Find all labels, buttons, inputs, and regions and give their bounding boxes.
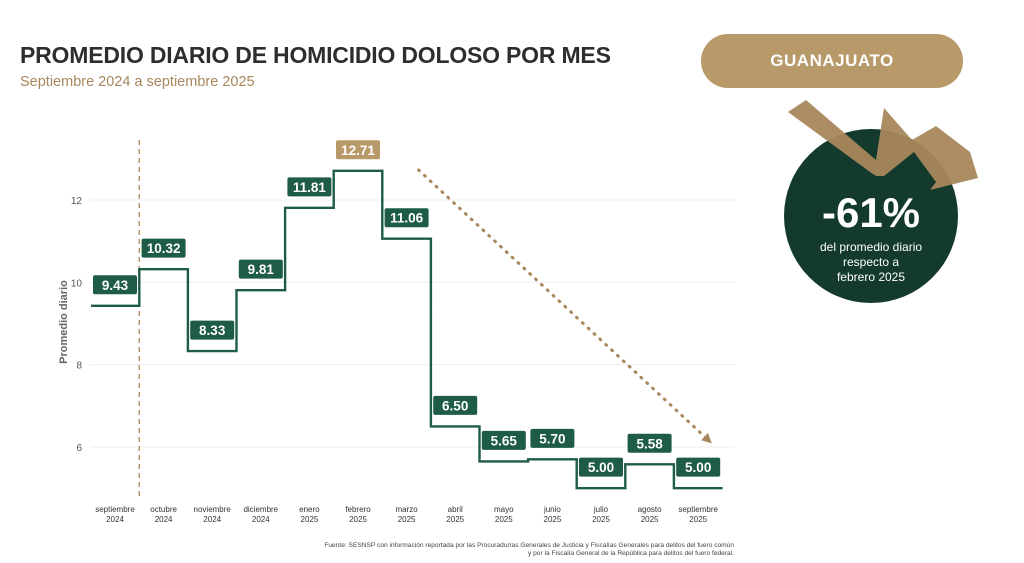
value-label-box	[433, 395, 478, 415]
x-tick-label: enero 2025	[299, 505, 320, 524]
value-label: 6.50	[433, 395, 478, 415]
y-tick-label: 10	[71, 278, 83, 289]
value-label-text: 5.70	[539, 431, 565, 446]
value-label: 11.81	[287, 177, 332, 197]
value-label-text: 5.58	[636, 436, 663, 451]
y-grid	[90, 199, 735, 448]
x-tick-label: julio 2025	[592, 505, 610, 524]
step-line	[91, 169, 723, 490]
value-label: 9.81	[238, 259, 283, 279]
x-tick-label: agosto 2025	[638, 505, 663, 524]
y-tick-label: 6	[76, 443, 82, 454]
y-axis-label: Promedio diario	[58, 280, 70, 364]
callout-line-1: del promedio diario	[820, 240, 922, 254]
value-label: 5.58	[627, 433, 672, 453]
x-tick-label: noviembre 2024	[194, 505, 232, 524]
value-label: 5.65	[481, 430, 526, 450]
value-label-box	[627, 433, 672, 453]
source-line-2: y por la Fiscalía General de la Repúblic…	[528, 550, 734, 557]
value-label-box	[141, 238, 186, 258]
y-tick-label: 12	[71, 196, 83, 207]
value-label-box	[287, 177, 332, 197]
value-label-box	[190, 320, 235, 340]
y-axis-ticks: 6 8 10 12	[71, 196, 83, 454]
source-line-1: Fuente: SESNSP con información reportada…	[324, 542, 734, 549]
value-label: 12.71	[336, 140, 380, 160]
value-label-box	[93, 275, 137, 295]
value-label-text: 8.33	[199, 323, 226, 338]
x-tick-label: septiembre 2025	[678, 505, 718, 524]
value-label: 8.33	[190, 320, 235, 340]
callout-circle	[784, 129, 958, 303]
callout-value: -61%	[822, 189, 920, 236]
value-label-text: 9.81	[248, 262, 275, 277]
x-tick-label: septiembre 2024	[95, 505, 135, 524]
page-title: PROMEDIO DIARIO DE HOMICIDIO DOLOSO POR …	[20, 42, 611, 68]
trend-arrow	[417, 168, 712, 444]
x-tick-label: diciembre 2024	[243, 505, 278, 524]
value-label-box	[238, 259, 283, 279]
x-tick-label: junio 2025	[543, 505, 562, 524]
value-label: 5.00	[579, 457, 623, 477]
value-label: 5.00	[676, 457, 721, 477]
value-label-text: 11.06	[390, 211, 424, 226]
x-tick-label: mayo 2025	[494, 505, 514, 524]
callout-line-3: febrero 2025	[837, 270, 905, 284]
value-label-text: 6.50	[442, 398, 468, 413]
value-label: 11.06	[384, 208, 429, 228]
step-series	[91, 169, 723, 490]
x-tick-label: octubre 2024	[150, 505, 177, 524]
value-label-box	[530, 428, 575, 448]
source-note: Fuente: SESNSP con información reportada…	[214, 542, 734, 558]
value-label: 10.32	[141, 238, 186, 258]
decline-arrow-icon	[788, 100, 978, 190]
value-label-box	[481, 430, 526, 450]
x-tick-label: abril 2025	[446, 505, 464, 524]
callout-line-2: respecto a	[843, 255, 899, 269]
value-label-text: 5.65	[491, 433, 518, 448]
value-labels: 9.43 10.32 8.33 9.81 11.81 12.71 11.06 6.50 5.65…	[93, 140, 721, 477]
value-label-box	[676, 457, 721, 477]
value-label-text: 12.71	[341, 143, 375, 158]
x-tick-label: febrero 2025	[345, 505, 371, 524]
trend-dotted-line	[417, 168, 712, 444]
page-subtitle: Septiembre 2024 a septiembre 2025	[20, 74, 255, 90]
value-label-box	[336, 140, 380, 160]
value-label-box	[384, 208, 429, 228]
value-label-text: 5.00	[685, 460, 711, 475]
value-label: 9.43	[93, 275, 137, 295]
x-tick-label: marzo 2025	[395, 505, 418, 524]
y-tick-label: 8	[76, 361, 82, 372]
value-label-box	[579, 457, 623, 477]
value-label-text: 11.81	[293, 180, 327, 195]
state-badge: GUANAJUATO	[701, 34, 963, 88]
value-label-text: 10.32	[147, 241, 181, 256]
value-label: 5.70	[530, 428, 575, 448]
value-label-text: 5.00	[588, 460, 614, 475]
value-label-text: 9.43	[102, 278, 129, 293]
decline-callout: -61% del promedio diario respecto a febr…	[784, 100, 978, 303]
x-axis-ticks: septiembre 2024 octubre 2024 noviembre 2024 di…	[95, 505, 718, 524]
